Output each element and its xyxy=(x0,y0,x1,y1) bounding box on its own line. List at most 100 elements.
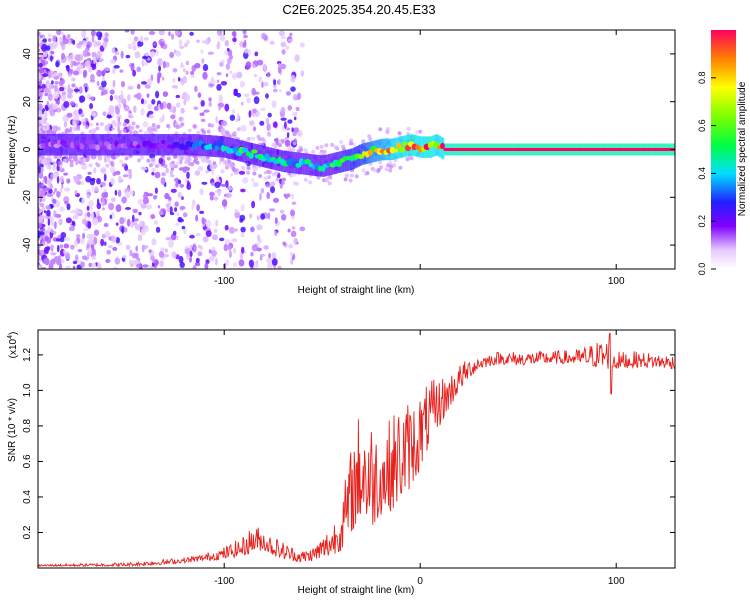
noise-cell xyxy=(141,81,147,85)
noise-cell xyxy=(246,166,251,170)
noise-cell xyxy=(71,77,76,82)
noise-cell xyxy=(152,258,156,264)
noise-cell xyxy=(354,174,359,179)
noise-cell xyxy=(175,125,180,129)
noise-cell xyxy=(171,85,178,89)
noise-cell xyxy=(83,228,89,231)
noise-cell xyxy=(398,165,403,170)
noise-cell xyxy=(69,126,73,133)
noise-cell xyxy=(172,78,176,83)
noise-cell xyxy=(179,183,185,188)
colorbar-tick-label: 0.2 xyxy=(697,215,707,228)
noise-cell xyxy=(59,187,63,194)
noise-cell xyxy=(155,90,160,99)
noise-cell xyxy=(170,33,175,40)
noise-cell xyxy=(124,30,130,33)
noise-cell xyxy=(233,247,236,254)
noise-cell xyxy=(168,31,171,36)
noise-cell xyxy=(272,121,278,128)
noise-cell xyxy=(240,101,244,106)
noise-cell xyxy=(178,116,182,122)
noise-cell xyxy=(130,63,135,72)
noise-cell xyxy=(219,34,225,42)
snr-series-line xyxy=(38,333,675,568)
noise-cell xyxy=(146,93,150,98)
noise-cell xyxy=(203,109,210,113)
noise-cell xyxy=(91,255,96,261)
noise-cell xyxy=(165,61,170,68)
noise-cell xyxy=(72,214,79,220)
noise-cell xyxy=(185,70,189,75)
noise-cell xyxy=(76,66,81,72)
noise-cell xyxy=(343,177,348,182)
noise-cell xyxy=(212,78,216,85)
x-tick-label: -100 xyxy=(214,576,234,587)
noise-cell xyxy=(38,116,42,121)
noise-cell xyxy=(60,32,65,36)
noise-cell xyxy=(59,237,65,243)
noise-cell xyxy=(287,145,292,150)
noise-cell xyxy=(148,114,154,119)
noise-cell xyxy=(56,244,60,253)
noise-cell xyxy=(70,244,75,250)
noise-cell xyxy=(207,51,214,55)
noise-cell xyxy=(280,106,286,114)
noise-cell xyxy=(175,50,181,57)
svg-text:(x104): (x104) xyxy=(7,332,19,359)
noise-cell xyxy=(256,59,264,66)
noise-cell xyxy=(67,92,72,99)
y-tick-label: 20 xyxy=(22,96,33,108)
noise-cell xyxy=(133,94,139,98)
noise-cell xyxy=(265,183,271,188)
noise-cell xyxy=(104,32,109,38)
noise-cell xyxy=(48,71,51,79)
noise-cell xyxy=(303,148,308,153)
noise-cell xyxy=(86,205,90,211)
noise-cell xyxy=(220,157,225,162)
noise-cell xyxy=(99,122,104,127)
noise-cell xyxy=(156,124,161,129)
noise-cell xyxy=(277,143,282,148)
noise-cell xyxy=(201,218,207,224)
noise-cell xyxy=(59,206,65,212)
noise-cell xyxy=(268,208,276,212)
y-tick-label: 0.2 xyxy=(22,525,33,539)
noise-cell xyxy=(55,199,60,208)
noise-cell xyxy=(128,110,132,114)
noise-cell xyxy=(180,155,185,160)
noise-cell xyxy=(55,238,61,242)
noise-cell xyxy=(178,255,184,264)
noise-cell xyxy=(252,64,256,69)
noise-cell xyxy=(163,164,168,169)
snr-x-ticks: -100 0 100 xyxy=(214,330,625,587)
noise-cell xyxy=(108,202,115,211)
noise-cell xyxy=(148,31,156,35)
noise-cell xyxy=(228,250,232,258)
noise-cell xyxy=(231,166,236,171)
noise-cell xyxy=(202,71,208,80)
noise-cell xyxy=(378,127,383,132)
noise-cell xyxy=(263,63,267,71)
noise-cell xyxy=(90,30,96,37)
noise-cell xyxy=(224,162,229,167)
noise-cell xyxy=(151,123,156,128)
noise-cell xyxy=(201,181,208,185)
noise-cell xyxy=(50,55,53,62)
noise-cell xyxy=(96,210,100,217)
noise-cell xyxy=(159,260,165,268)
noise-cell xyxy=(70,209,77,214)
noise-cell xyxy=(185,60,190,66)
ridge-core xyxy=(132,141,138,147)
noise-cell xyxy=(268,252,271,259)
noise-cell xyxy=(103,69,106,75)
noise-cell xyxy=(52,103,59,110)
noise-cell xyxy=(159,102,164,110)
noise-cell xyxy=(107,113,112,119)
noise-cell xyxy=(158,251,165,258)
noise-cell xyxy=(59,244,63,249)
noise-cell xyxy=(43,246,50,255)
noise-cell xyxy=(266,192,271,199)
noise-cell xyxy=(199,188,204,196)
noise-cell xyxy=(139,35,144,43)
noise-cell xyxy=(215,189,222,194)
